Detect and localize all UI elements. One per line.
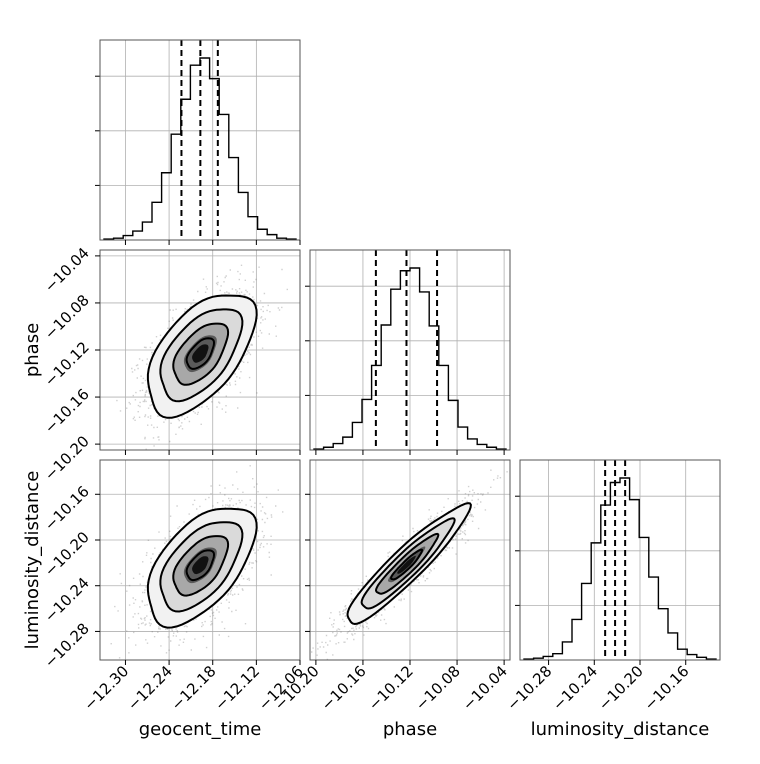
- contour-line: [185, 337, 216, 370]
- contour-line: [360, 517, 456, 610]
- x-tick-label: −10.20: [595, 662, 647, 714]
- x-tick-label: −10.04: [459, 662, 511, 714]
- panel-frame: [99, 459, 301, 661]
- joint-panel-geocent_time-luminosity_distance: [99, 459, 301, 661]
- density-fill: [397, 555, 416, 574]
- x-tick-label: −10.08: [412, 662, 464, 714]
- histogram-panel-luminosity_distance: [515, 459, 721, 661]
- x-axis-label-luminosity_distance: luminosity_distance: [531, 719, 710, 740]
- x-tick-label: −10.28: [503, 662, 555, 714]
- x-tick-label: −10.24: [549, 662, 601, 714]
- histogram-step-phase: [313, 267, 507, 450]
- joint-content: [100, 460, 300, 660]
- y-tick-label: −10.08: [41, 291, 93, 343]
- x-tick-label: −12.30: [80, 662, 132, 714]
- y-tick-label: −10.20: [41, 432, 93, 484]
- y-tick-label: −10.16: [41, 385, 93, 437]
- contour-line: [389, 548, 424, 581]
- panel-frame: [519, 459, 721, 661]
- contour-line: [185, 549, 216, 582]
- contour-line: [159, 521, 244, 613]
- x-tick-label: −12.12: [211, 662, 263, 714]
- y-tick-label: −10.24: [41, 574, 93, 626]
- joint-panel-phase-luminosity_distance: [309, 459, 511, 661]
- y-axis-label-phase: phase: [22, 323, 43, 377]
- histogram-panel-phase: [305, 249, 511, 451]
- joint-content: [310, 460, 510, 660]
- x-axis-label-phase: phase: [383, 719, 437, 740]
- y-tick-label: −10.28: [41, 620, 93, 672]
- joint-panel-geocent_time-phase: [99, 249, 301, 451]
- x-tick-label: −12.18: [168, 662, 220, 714]
- joint-content: [100, 250, 300, 450]
- x-tick-label: −10.16: [641, 662, 693, 714]
- x-tick-label: −10.12: [365, 662, 417, 714]
- y-axis-label-luminosity_distance: luminosity_distance: [22, 471, 43, 650]
- y-tick-label: −10.20: [41, 528, 93, 580]
- density-fill: [192, 344, 209, 363]
- x-tick-label: −12.24: [124, 662, 176, 714]
- contour-line: [346, 502, 472, 626]
- contour-line: [159, 308, 244, 403]
- panel-frame: [99, 39, 301, 241]
- contour-line: [146, 294, 258, 419]
- x-axis-label-geocent_time: geocent_time: [139, 719, 262, 740]
- y-tick-label: −10.16: [41, 482, 93, 534]
- contour-line: [374, 532, 440, 595]
- density-fill: [192, 556, 209, 575]
- contour-line: [146, 507, 258, 629]
- contour-line: [172, 322, 230, 386]
- contour-line: [172, 535, 230, 597]
- histogram-step-luminosity_distance: [523, 477, 717, 660]
- histogram-panel-geocent_time: [95, 39, 301, 241]
- y-tick-label: −10.12: [41, 338, 93, 390]
- x-tick-label: −10.16: [318, 662, 370, 714]
- y-tick-label: −10.04: [41, 244, 93, 296]
